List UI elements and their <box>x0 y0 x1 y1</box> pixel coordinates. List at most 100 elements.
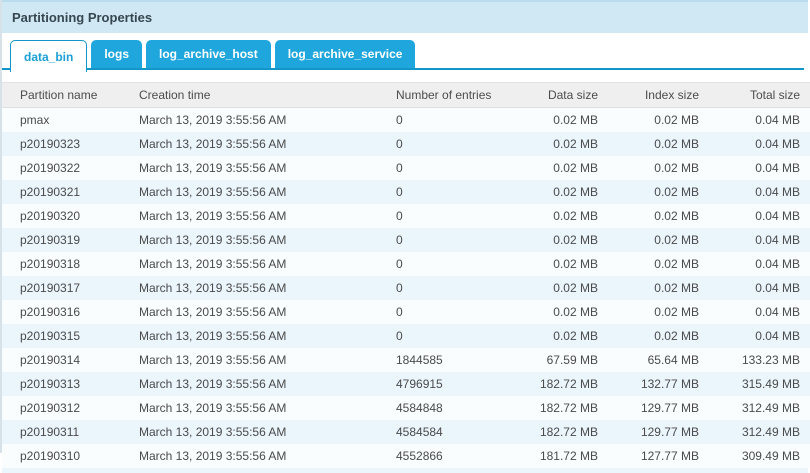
cell-index-size: 0.02 MB <box>598 180 699 204</box>
cell-total-size: 0.04 MB <box>699 324 800 348</box>
cell-filler <box>800 324 810 348</box>
cell-filler <box>800 372 810 396</box>
column-header-total-size: Total size <box>699 82 800 108</box>
partition-table: Partition name Creation time Number of ent… <box>2 82 810 468</box>
cell-total-size: 0.04 MB <box>699 300 800 324</box>
cell-data-size: 182.72 MB <box>502 420 598 444</box>
cell-creation-time: March 13, 2019 3:55:56 AM <box>121 396 388 420</box>
cell-partition-name: p20190317 <box>2 276 121 300</box>
cell-creation-time: March 13, 2019 3:55:56 AM <box>121 252 388 276</box>
table-row: p20190322 March 13, 2019 3:55:56 AM 0 0.02 … <box>2 156 810 180</box>
column-header-data-size: Data size <box>502 82 598 108</box>
cell-number-of-entries: 0 <box>388 204 502 228</box>
cell-total-size: 312.49 MB <box>699 420 800 444</box>
cell-filler <box>800 107 810 132</box>
tab-underline <box>2 68 804 70</box>
cell-data-size: 0.02 MB <box>502 204 598 228</box>
cell-filler <box>800 156 810 180</box>
cell-partition-name: p20190320 <box>2 204 121 228</box>
cell-data-size: 0.02 MB <box>502 180 598 204</box>
cell-partition-name: p20190321 <box>2 180 121 204</box>
cell-number-of-entries: 0 <box>388 132 502 156</box>
cell-filler <box>800 300 810 324</box>
cell-index-size: 0.02 MB <box>598 252 699 276</box>
cell-data-size: 0.02 MB <box>502 156 598 180</box>
table-row: p20190310 March 13, 2019 3:55:56 AM 455286… <box>2 444 810 468</box>
cell-index-size: 127.77 MB <box>598 444 699 468</box>
cell-number-of-entries: 0 <box>388 156 502 180</box>
cell-filler <box>800 444 810 468</box>
cell-creation-time: March 13, 2019 3:55:56 AM <box>121 324 388 348</box>
cell-creation-time: March 13, 2019 3:55:56 AM <box>121 276 388 300</box>
cell-total-size: 0.04 MB <box>699 204 800 228</box>
tab-log_archive_host[interactable]: log_archive_host <box>146 40 271 68</box>
cell-total-size: 0.04 MB <box>699 228 800 252</box>
cell-total-size: 0.04 MB <box>699 252 800 276</box>
cell-partition-name: p20190323 <box>2 132 121 156</box>
cell-index-size: 0.02 MB <box>598 276 699 300</box>
column-header-number-of-entries: Number of entries <box>388 82 502 108</box>
cell-total-size: 315.49 MB <box>699 372 800 396</box>
cell-partition-name: p20190318 <box>2 252 121 276</box>
column-header-partition-name: Partition name <box>2 82 121 108</box>
cell-filler <box>800 228 810 252</box>
cell-partition-name: p20190314 <box>2 348 121 372</box>
tab-log_archive_service[interactable]: log_archive_service <box>274 40 416 68</box>
cell-number-of-entries: 4584848 <box>388 396 502 420</box>
cell-partition-name: p20190316 <box>2 300 121 324</box>
cell-data-size: 182.72 MB <box>502 372 598 396</box>
tab-data_bin[interactable]: data_bin <box>10 40 88 72</box>
cell-index-size: 129.77 MB <box>598 420 699 444</box>
table-row: p20190314 March 13, 2019 3:55:56 AM 184458… <box>2 348 810 372</box>
table-row: p20190319 March 13, 2019 3:55:56 AM 0 0.02 … <box>2 228 810 252</box>
column-header-filler <box>800 82 810 108</box>
cell-number-of-entries: 0 <box>388 228 502 252</box>
cell-creation-time: March 13, 2019 3:55:56 AM <box>121 444 388 468</box>
cell-number-of-entries: 0 <box>388 107 502 132</box>
cell-number-of-entries: 4796915 <box>388 372 502 396</box>
column-header-index-size: Index size <box>598 82 699 108</box>
cell-index-size: 129.77 MB <box>598 396 699 420</box>
panel-title: Partitioning Properties <box>12 10 153 25</box>
panel-title-bar: Partitioning Properties <box>2 0 808 33</box>
table-row: p20190321 March 13, 2019 3:55:56 AM 0 0.02 … <box>2 180 810 204</box>
cell-number-of-entries: 0 <box>388 324 502 348</box>
cell-data-size: 0.02 MB <box>502 252 598 276</box>
cell-total-size: 0.04 MB <box>699 156 800 180</box>
cell-number-of-entries: 1844585 <box>388 348 502 372</box>
tab-logs[interactable]: logs <box>91 40 143 68</box>
cell-creation-time: March 13, 2019 3:55:56 AM <box>121 180 388 204</box>
cell-filler <box>800 276 810 300</box>
cell-number-of-entries: 0 <box>388 252 502 276</box>
cell-filler <box>800 396 810 420</box>
cell-total-size: 0.04 MB <box>699 276 800 300</box>
cell-index-size: 0.02 MB <box>598 107 699 132</box>
cell-partition-name: p20190312 <box>2 396 121 420</box>
cell-creation-time: March 13, 2019 3:55:56 AM <box>121 372 388 396</box>
cell-number-of-entries: 0 <box>388 276 502 300</box>
table-row: p20190316 March 13, 2019 3:55:56 AM 0 0.02 … <box>2 300 810 324</box>
cell-creation-time: March 13, 2019 3:55:56 AM <box>121 132 388 156</box>
cell-creation-time: March 13, 2019 3:55:56 AM <box>121 107 388 132</box>
cell-data-size: 67.59 MB <box>502 348 598 372</box>
cell-data-size: 181.72 MB <box>502 444 598 468</box>
cell-data-size: 0.02 MB <box>502 324 598 348</box>
tab-bar: data_bin logs log_archive_host log_archive_… <box>2 40 808 72</box>
cell-creation-time: March 13, 2019 3:55:56 AM <box>121 204 388 228</box>
table-row: p20190320 March 13, 2019 3:55:56 AM 0 0.02 … <box>2 204 810 228</box>
partial-next-row <box>2 468 808 473</box>
cell-number-of-entries: 4584584 <box>388 420 502 444</box>
cell-partition-name: pmax <box>2 107 121 132</box>
cell-filler <box>800 204 810 228</box>
cell-data-size: 0.02 MB <box>502 107 598 132</box>
cell-index-size: 0.02 MB <box>598 204 699 228</box>
cell-filler <box>800 132 810 156</box>
table-row: p20190318 March 13, 2019 3:55:56 AM 0 0.02 … <box>2 252 810 276</box>
cell-partition-name: p20190310 <box>2 444 121 468</box>
cell-data-size: 0.02 MB <box>502 132 598 156</box>
cell-data-size: 0.02 MB <box>502 276 598 300</box>
cell-total-size: 133.23 MB <box>699 348 800 372</box>
table-row: p20190323 March 13, 2019 3:55:56 AM 0 0.02 … <box>2 132 810 156</box>
cell-total-size: 0.04 MB <box>699 107 800 132</box>
cell-number-of-entries: 0 <box>388 300 502 324</box>
